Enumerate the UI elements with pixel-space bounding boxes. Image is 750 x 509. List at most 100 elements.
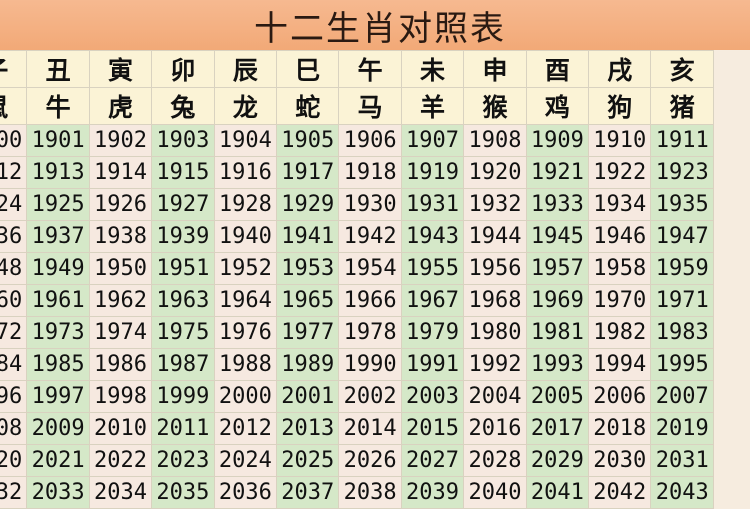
table-row: 2032203320342035203620372038203920402041…: [0, 476, 714, 509]
year-cell: 1914: [88, 156, 153, 189]
year-cell: 1954: [338, 252, 402, 285]
table-row: 1960196119621963196419651966196719681969…: [0, 284, 714, 317]
year-cell: 2035: [151, 476, 215, 509]
year-cell: 1979: [400, 316, 465, 349]
year-cell: 1910: [588, 124, 652, 157]
year-cell: 1926: [88, 188, 153, 221]
year-cell: 2025: [276, 444, 340, 477]
year-cell: 1931: [400, 188, 465, 221]
year-cell: 1920: [463, 156, 527, 189]
year-cell: 1958: [588, 252, 652, 285]
year-cell: 2001: [276, 380, 340, 413]
year-cell: 1939: [151, 220, 215, 253]
year-cell: 1993: [525, 348, 590, 381]
branch-header-cell: 戌: [588, 50, 652, 88]
title-band: 十二生肖对照表: [0, 0, 750, 50]
year-cell: 1952: [213, 252, 278, 285]
animal-header-cell: 猴: [463, 87, 527, 125]
year-cell: 2000: [213, 380, 278, 413]
year-cell: 1953: [276, 252, 340, 285]
year-cell: 1934: [588, 188, 652, 221]
year-cell: 1970: [588, 284, 652, 317]
year-cell: 1933: [525, 188, 590, 221]
table-row: 1900190119021903190419051906190719081909…: [0, 124, 714, 157]
table-row: 1948194919501951195219531954195519561957…: [0, 252, 714, 285]
year-cell: 2002: [338, 380, 402, 413]
year-cell: 1959: [650, 252, 714, 285]
year-cell: 1946: [588, 220, 652, 253]
year-cell: 1985: [26, 348, 90, 381]
year-cell: 2030: [588, 444, 652, 477]
year-cell: 1909: [525, 124, 590, 157]
year-cell: 1919: [400, 156, 465, 189]
animal-header-row: 鼠牛虎兔龙蛇马羊猴鸡狗猪: [0, 87, 714, 125]
year-cell: 2004: [463, 380, 527, 413]
year-cell: 1960: [0, 284, 28, 317]
year-cell: 1983: [650, 316, 714, 349]
year-cell: 1904: [213, 124, 278, 157]
animal-header-cell: 虎: [88, 87, 153, 125]
year-cell: 2041: [525, 476, 590, 509]
year-cell: 1903: [151, 124, 215, 157]
year-cell: 1943: [400, 220, 465, 253]
year-cell: 1990: [338, 348, 402, 381]
year-cell: 1915: [151, 156, 215, 189]
year-cell: 1902: [88, 124, 153, 157]
year-cell: 1923: [650, 156, 714, 189]
year-cell: 1918: [338, 156, 402, 189]
year-cell: 1948: [0, 252, 28, 285]
year-cell: 2022: [88, 444, 153, 477]
year-cell: 2036: [213, 476, 278, 509]
year-cell: 1950: [88, 252, 153, 285]
year-cell: 1984: [0, 348, 28, 381]
year-cell: 1906: [338, 124, 402, 157]
year-cell: 1999: [151, 380, 215, 413]
year-cell: 1908: [463, 124, 527, 157]
year-cell: 2040: [463, 476, 527, 509]
branch-header-cell: 午: [338, 50, 402, 88]
year-cell: 1913: [26, 156, 90, 189]
year-cell: 2032: [0, 476, 28, 509]
year-cell: 1942: [338, 220, 402, 253]
branch-header-cell: 申: [463, 50, 527, 88]
year-cell: 1965: [276, 284, 340, 317]
year-cell: 2011: [151, 412, 215, 445]
year-cell: 2015: [400, 412, 465, 445]
year-cell: 2042: [588, 476, 652, 509]
year-cell: 2027: [400, 444, 465, 477]
year-cell: 1945: [525, 220, 590, 253]
year-cell: 2031: [650, 444, 714, 477]
branch-header-cell: 未: [400, 50, 465, 88]
table-row: 1972197319741975197619771978197919801981…: [0, 316, 714, 349]
animal-header-cell: 马: [338, 87, 402, 125]
animal-header-cell: 龙: [213, 87, 278, 125]
year-cell: 1969: [525, 284, 590, 317]
year-cell: 1957: [525, 252, 590, 285]
year-cell: 1991: [400, 348, 465, 381]
year-cell: 1994: [588, 348, 652, 381]
year-cell: 1978: [338, 316, 402, 349]
year-cell: 1921: [525, 156, 590, 189]
year-cell: 2033: [26, 476, 90, 509]
year-cell: 2008: [0, 412, 28, 445]
animal-header-cell: 鸡: [525, 87, 590, 125]
year-cell: 2037: [276, 476, 340, 509]
branch-header-cell: 酉: [525, 50, 590, 88]
year-cell: 1941: [276, 220, 340, 253]
animal-header-cell: 狗: [588, 87, 652, 125]
year-cell: 1940: [213, 220, 278, 253]
year-cell: 1987: [151, 348, 215, 381]
year-cell: 1912: [0, 156, 28, 189]
year-cell: 1980: [463, 316, 527, 349]
year-cell: 1966: [338, 284, 402, 317]
year-cell: 1901: [26, 124, 90, 157]
year-cell: 1935: [650, 188, 714, 221]
year-cell: 1932: [463, 188, 527, 221]
year-cell: 2010: [88, 412, 153, 445]
branch-header-cell: 亥: [650, 50, 714, 88]
year-cell: 1976: [213, 316, 278, 349]
year-cell: 1989: [276, 348, 340, 381]
table-row: 1924192519261927192819291930193119321933…: [0, 188, 714, 221]
year-cell: 1929: [276, 188, 340, 221]
year-cell: 1905: [276, 124, 340, 157]
